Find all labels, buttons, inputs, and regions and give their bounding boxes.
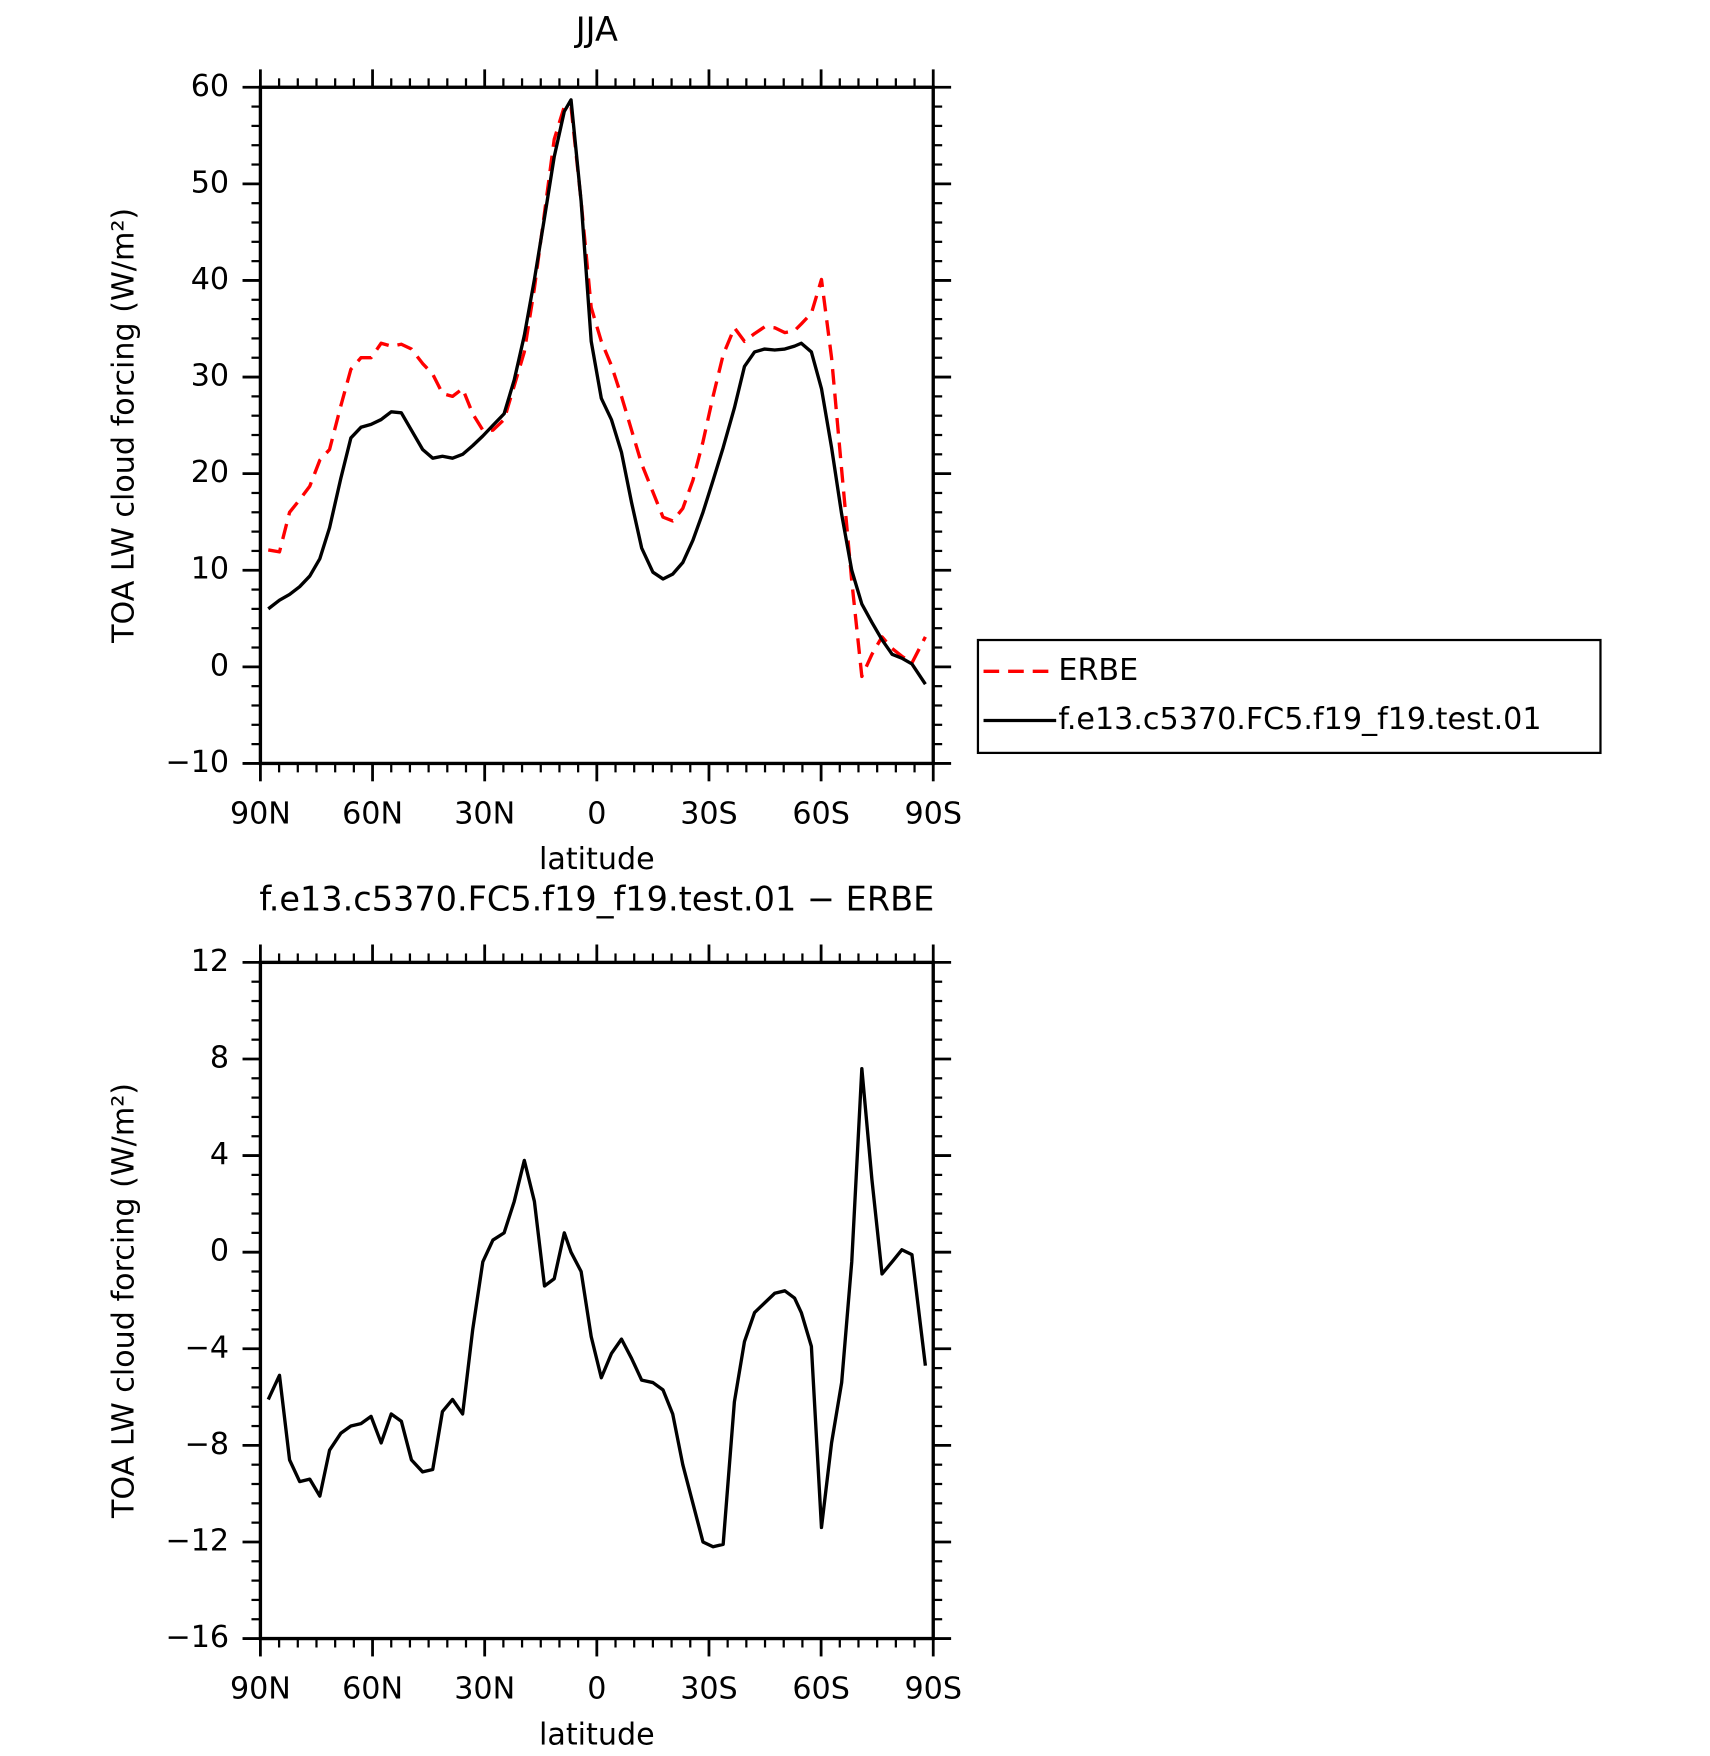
legend-box <box>976 638 1602 755</box>
x-tick-label: 0 <box>587 796 606 831</box>
y-tick-label: 20 <box>191 455 229 490</box>
plot-frame <box>258 960 935 1641</box>
y-axis-label: TOA LW cloud forcing (W/m²) <box>107 208 142 644</box>
plot-frame <box>258 85 935 766</box>
x-tick-label: 90S <box>904 796 962 831</box>
y-tick-label: 30 <box>191 359 229 394</box>
y-tick-label: −8 <box>185 1427 229 1462</box>
legend-label: f.e13.c5370.FC5.f19_f19.test.01 <box>1058 702 1541 737</box>
y-tick-label: 12 <box>191 944 229 979</box>
x-tick-label: 30N <box>454 796 515 831</box>
x-tick-label: 60S <box>792 1671 850 1706</box>
y-tick-label: 4 <box>210 1137 229 1172</box>
x-tick-label: 30S <box>680 1671 738 1706</box>
y-tick-label: −16 <box>165 1620 229 1655</box>
chart-title: f.e13.c5370.FC5.f19_f19.test.01 − ERBE <box>259 879 934 918</box>
y-tick-label: 8 <box>210 1040 229 1075</box>
y-tick-label: 60 <box>191 69 229 104</box>
x-tick-label: 0 <box>587 1671 606 1706</box>
x-tick-label: 30S <box>680 796 738 831</box>
chart-title: JJA <box>574 10 618 49</box>
y-tick-label: 50 <box>191 165 229 200</box>
y-tick-label: 0 <box>210 1234 229 1269</box>
x-tick-label: 60S <box>792 796 850 831</box>
legend-label: ERBE <box>1058 653 1138 688</box>
x-axis-label: latitude <box>539 842 655 877</box>
x-axis-label: latitude <box>539 1717 655 1752</box>
y-axis-label: TOA LW cloud forcing (W/m²) <box>107 1083 142 1519</box>
x-tick-label: 60N <box>342 796 403 831</box>
data-line <box>266 1066 928 1549</box>
x-tick-label: 90N <box>230 1671 291 1706</box>
y-tick-label: 40 <box>191 262 229 297</box>
data-line <box>267 98 927 686</box>
y-tick-label: 0 <box>210 648 229 683</box>
y-tick-label: −12 <box>165 1523 229 1558</box>
x-tick-label: 90S <box>904 1671 962 1706</box>
x-tick-label: 30N <box>454 1671 515 1706</box>
x-tick-label: 90N <box>230 796 291 831</box>
y-tick-label: 10 <box>191 552 229 587</box>
y-tick-label: −4 <box>185 1330 229 1365</box>
data-line <box>267 104 927 679</box>
y-tick-label: −10 <box>165 745 229 780</box>
x-tick-label: 60N <box>342 1671 403 1706</box>
